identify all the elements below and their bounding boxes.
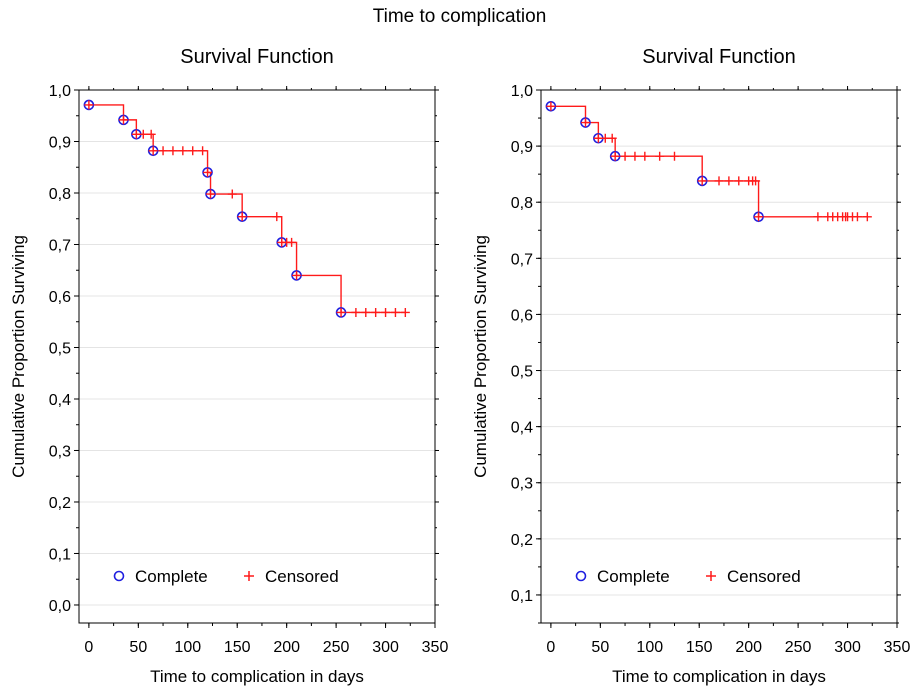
- censored-point: [546, 101, 556, 111]
- censored-point: [724, 176, 734, 186]
- legend-censored-marker: [706, 571, 716, 581]
- legend-complete-marker: [113, 570, 125, 582]
- censored-point: [203, 167, 213, 177]
- y-tick-label: 0,8: [49, 186, 71, 203]
- censored-point: [390, 307, 400, 317]
- censored-point: [610, 151, 620, 161]
- chart-title: Survival Function: [642, 46, 795, 68]
- legend-censored-label: Censored: [265, 567, 339, 586]
- censored-point: [714, 176, 724, 186]
- censored-point: [640, 151, 650, 161]
- x-tick-label: 100: [636, 639, 663, 656]
- x-tick-label: 200: [735, 639, 762, 656]
- figure-title: Time to complication: [372, 6, 547, 27]
- censored-point: [158, 146, 168, 156]
- y-tick-label: 0,5: [511, 364, 533, 381]
- y-tick-label: 0,4: [511, 420, 533, 437]
- censored-point: [697, 176, 707, 186]
- x-tick-label: 50: [591, 639, 609, 656]
- legend-complete-marker: [575, 570, 587, 582]
- x-tick-label: 300: [834, 639, 861, 656]
- censored-point: [862, 212, 872, 222]
- survival-step-line: [550, 105, 868, 218]
- censored-point: [620, 151, 630, 161]
- y-tick-label: 0,3: [49, 443, 71, 460]
- y-tick-label: 0,8: [511, 195, 533, 212]
- y-tick-label: 0,5: [49, 340, 71, 357]
- y-tick-label: 0,3: [511, 476, 533, 493]
- censored-point: [381, 307, 391, 317]
- survival-step-line: [88, 104, 406, 314]
- plot-frame: [78, 89, 436, 624]
- y-tick-label: 0,2: [49, 495, 71, 512]
- y-tick-label: 0,6: [511, 307, 533, 324]
- y-tick-label: 0,4: [49, 392, 71, 409]
- x-tick-label: 250: [785, 639, 812, 656]
- censored-point: [198, 146, 208, 156]
- censored-point: [237, 212, 247, 222]
- censored-point: [607, 133, 617, 143]
- x-tick-label: 200: [273, 639, 300, 656]
- censored-point: [206, 189, 216, 199]
- censored-point: [754, 212, 764, 222]
- y-tick-label: 0,1: [511, 588, 533, 605]
- censored-point: [371, 307, 381, 317]
- censored-point: [400, 307, 410, 317]
- censored-point: [188, 146, 198, 156]
- plot-frame: [540, 89, 898, 624]
- chart-title: Survival Function: [180, 46, 333, 68]
- censored-point: [581, 118, 590, 128]
- censored-point: [148, 146, 158, 156]
- x-tick-label: 0: [546, 639, 555, 656]
- y-axis-label: Cumulative Proportion Surviving: [9, 235, 28, 478]
- x-tick-label: 300: [372, 639, 399, 656]
- censored-point: [630, 151, 640, 161]
- censored-point: [336, 307, 346, 317]
- censored-point: [146, 129, 156, 139]
- x-tick-label: 0: [84, 639, 93, 656]
- y-tick-label: 0,1: [49, 546, 71, 563]
- censored-point: [292, 270, 302, 280]
- censored-point: [670, 151, 679, 161]
- censored-point: [351, 307, 361, 317]
- y-tick-label: 0,0: [49, 598, 71, 615]
- x-tick-label: 150: [686, 639, 713, 656]
- y-tick-label: 0,9: [511, 139, 533, 156]
- censored-point: [852, 212, 862, 222]
- x-tick-label: 150: [224, 639, 251, 656]
- x-axis-label: Time to complication in days: [612, 667, 826, 686]
- x-tick-label: 100: [174, 639, 201, 656]
- censored-point: [168, 146, 178, 156]
- x-tick-label: 350: [884, 639, 911, 656]
- censored-point: [272, 212, 282, 222]
- legend-censored-marker: [244, 571, 254, 581]
- censored-point: [751, 176, 761, 186]
- censored-point: [734, 176, 744, 186]
- y-axis-label: Cumulative Proportion Surviving: [471, 235, 490, 478]
- y-tick-label: 0,6: [49, 289, 71, 306]
- x-axis-label: Time to complication in days: [150, 667, 364, 686]
- censored-point: [287, 237, 297, 247]
- censored-point: [84, 100, 94, 110]
- censored-point: [655, 151, 665, 161]
- x-tick-label: 250: [323, 639, 350, 656]
- censored-point: [813, 212, 823, 222]
- censored-point: [138, 129, 148, 139]
- legend-complete-label: Complete: [135, 567, 208, 586]
- y-tick-label: 0,9: [49, 134, 71, 151]
- y-tick-label: 0,7: [511, 251, 533, 268]
- censored-point: [178, 146, 188, 156]
- legend-censored-label: Censored: [727, 567, 801, 586]
- censored-point: [361, 307, 371, 317]
- y-tick-label: 0,2: [511, 532, 533, 549]
- x-tick-label: 350: [422, 639, 449, 656]
- censored-point: [119, 115, 128, 125]
- x-tick-label: 50: [129, 639, 147, 656]
- censored-point: [227, 189, 237, 199]
- y-tick-label: 1,0: [49, 83, 71, 100]
- y-tick-label: 0,7: [49, 237, 71, 254]
- y-tick-label: 1,0: [511, 83, 533, 100]
- legend-complete-label: Complete: [597, 567, 670, 586]
